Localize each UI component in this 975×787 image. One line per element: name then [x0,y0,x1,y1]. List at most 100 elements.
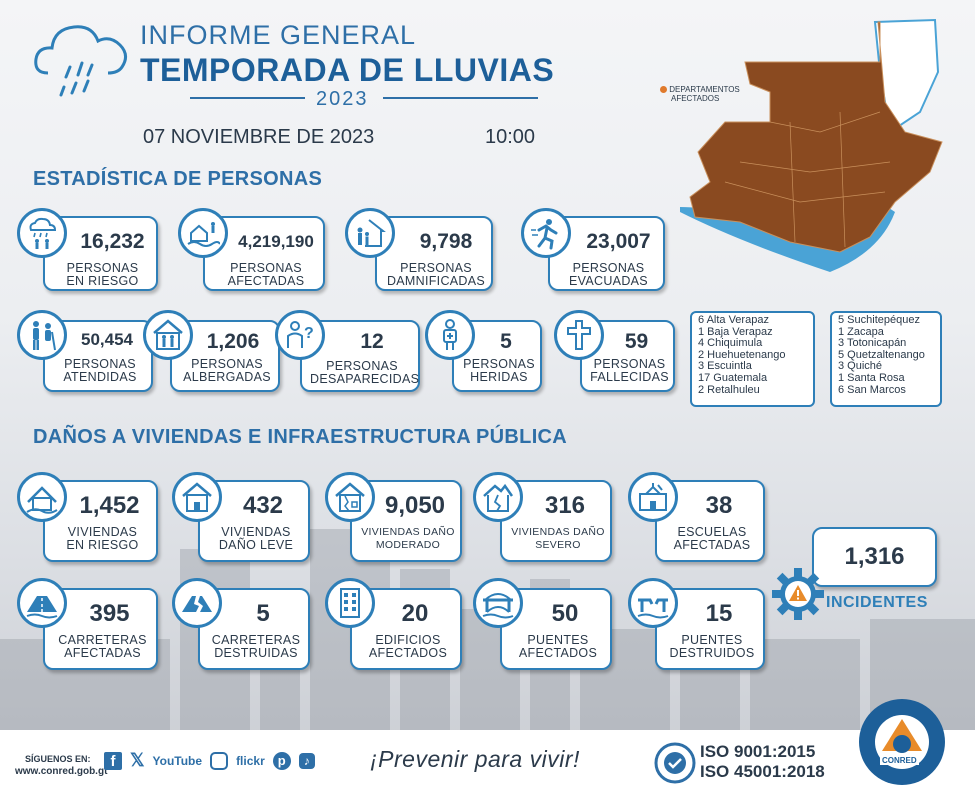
incidents-label: INCIDENTES [826,594,928,611]
map-legend: DEPARTAMENTOS AFECTADOS [660,85,740,103]
stat-label-line2: AFECTADOS [368,646,448,660]
infrastructure-stat-value: 5 [256,600,270,627]
persons-stat-value: 5 [500,330,512,353]
persons-stat-value: 50,454 [81,330,133,349]
gear-alert-icon [772,568,824,620]
infrastructure-stat-label: PUENTES DESTRUIDOS [665,634,759,660]
fatality-dept-item: 6 Alta Verapaz [698,314,769,326]
stat-label-line1: VIVIENDAS DAÑO [511,526,605,538]
shelter-icon [143,310,193,360]
stat-label-line2: DESTRUIDOS [669,646,755,660]
stat-label-line1: CARRETERAS [58,633,147,647]
infrastructure-stat-label: EDIFICIOS AFECTADOS [360,634,456,660]
road-icon [17,578,67,628]
persons-stat-card: 50,454 PERSONAS ATENDIDAS [43,320,153,392]
youtube-icon[interactable]: YouTube [152,753,203,768]
report-year: 2023 [316,88,369,110]
persons-stat-card: 23,007 PERSONAS EVACUADAS [548,216,665,291]
infrastructure-stat-label: VIVIENDAS DAÑO SEVERO [510,526,606,552]
fatality-dept-item: 1 Baja Verapaz [698,325,773,338]
stat-label-line1: VIVIENDAS DAÑO [361,526,455,538]
stat-label-line1: VIVIENDAS [67,525,138,539]
x-twitter-icon[interactable]: 𝕏 [130,750,145,770]
legend-dot-icon [660,86,667,94]
report-title-line2: TEMPORADA DE LLUVIAS [140,52,555,88]
stat-label-line1: EDIFICIOS [375,633,441,647]
stat-label-line1: CARRETERAS [211,633,301,647]
tiktok-icon[interactable]: ♪ [298,752,315,769]
persons-stat-label: PERSONAS AFECTADAS [213,262,319,288]
instagram-icon[interactable] [210,751,229,770]
pinterest-icon[interactable]: p [272,751,291,770]
fatalities-by-department-left: 6 Alta Verapaz 1 Baja Verapaz 4 Chiquimu… [690,311,815,407]
persons-stat-label: PERSONAS HERIDAS [462,358,536,384]
fatality-dept-item: 3 Quiché [838,360,883,373]
infrastructure-stat-card: 316 VIVIENDAS DAÑO SEVERO [500,480,612,562]
conred-logo [859,699,945,785]
stat-label-line2: AFECTADAS [673,538,751,552]
infrastructure-stat-value: 20 [401,600,429,627]
persons-stat-card: 9,798 PERSONAS DAMNIFICADAS [375,216,493,291]
report-title-line1: INFORME GENERAL [140,20,417,50]
rain-people-icon [17,208,67,258]
infrastructure-stat-value: 9,050 [384,492,446,519]
stat-label-line1: PERSONAS [64,357,136,371]
fatality-dept-item: 6 San Marcos [838,383,906,396]
flood-house-icon [178,208,228,258]
persons-stat-label: PERSONAS EN RIESGO [53,262,152,288]
bridge-destroyed-icon [628,578,678,628]
infrastructure-stat-card: 432 VIVIENDAS DAÑO LEVE [198,480,310,562]
fatality-dept-item: 2 Huehuetenango [698,348,786,361]
year-divider-left [190,97,305,99]
report-time: 10:00 [485,126,536,148]
stat-label-line1: PERSONAS [572,261,645,275]
persons-section-title: ESTADÍSTICA DE PERSONAS [33,168,323,190]
infrastructure-stat-value: 15 [705,600,733,627]
fatality-dept-item: 17 Guatemala [698,371,768,384]
fatality-dept-item: 1 Santa Rosa [838,371,905,384]
fatality-dept-item: 5 Quetzaltenango [838,348,925,361]
road-destroyed-icon [172,578,222,628]
fatality-dept-item: 3 Escuintla [698,360,752,373]
stat-label-line2: EVACUADAS [569,274,648,288]
stat-label-line2: DESTRUIDAS [214,646,298,660]
house-risk-icon [17,472,67,522]
house-icon [172,472,222,522]
stat-label-line1: PUENTES [681,633,743,647]
legend-label-line1: DEPARTAMENTOS [669,85,740,94]
persons-stat-label: PERSONAS EVACUADAS [558,262,659,288]
stat-label-line2: EN RIESGO [66,538,139,552]
year-divider-right [383,97,538,99]
stat-label-line1: PERSONAS [463,357,535,371]
facebook-icon[interactable]: f [104,751,122,770]
infrastructure-stat-value: 1,452 [79,492,140,519]
infrastructure-stat-value: 50 [551,600,579,627]
legend-label-line2: AFECTADOS [671,94,720,103]
persons-stat-label: PERSONAS DESAPARECIDAS [310,360,419,386]
iso-45001-label: ISO 45001:2018 [700,762,825,781]
stat-label-line2: DAÑO LEVE [218,538,294,552]
website-link[interactable]: www.conred.gob.gt [15,766,108,777]
infrastructure-stat-value: 38 [705,492,733,519]
stat-label-line1: PERSONAS [230,261,302,275]
infrastructure-stat-label: CARRETERAS DESTRUIDAS [208,634,304,660]
stat-label-line1: PERSONAS [593,357,666,371]
certification-seal-icon [654,742,696,784]
flickr-icon[interactable]: flickr [236,753,265,768]
guatemala-map [680,18,943,272]
fatality-dept-item: 2 Retalhuleu [698,383,760,396]
stat-label-line1: PUENTES [527,633,589,647]
slogan: ¡Prevenir para vivir! [370,746,580,772]
persons-stat-value: 23,007 [586,230,651,253]
stat-label-line1: PERSONAS [66,261,139,275]
stat-label-line2: AFECTADOS [518,646,598,660]
persons-stat-card: 16,232 PERSONAS EN RIESGO [43,216,158,291]
svg-text:?: ? [304,325,314,342]
stat-label-line2: AFECTADAS [64,646,141,660]
persons-stat-label: PERSONAS ATENDIDAS [53,358,147,384]
fatality-dept-item: 1 Zacapa [838,325,884,338]
house-severe-icon [473,472,523,522]
infrastructure-stat-label: VIVIENDAS DAÑO MODERADO [360,526,456,552]
persons-stat-label: PERSONAS FALLECIDAS [590,358,669,384]
